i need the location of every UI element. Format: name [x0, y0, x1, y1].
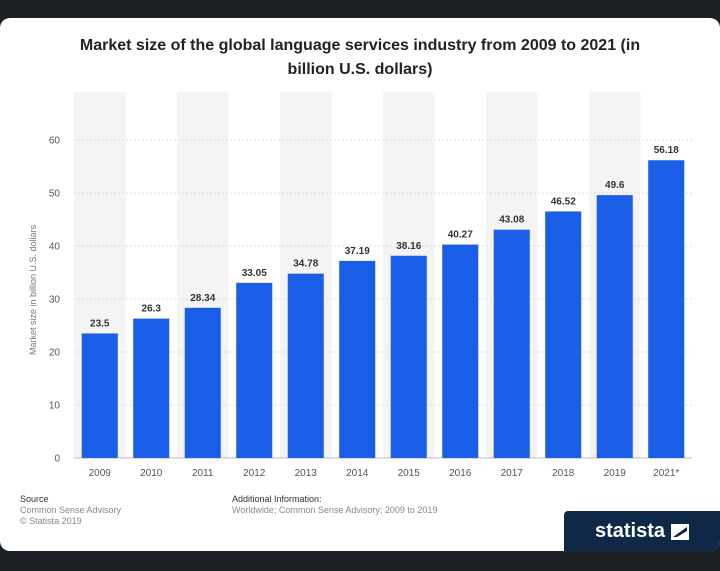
bar[interactable] [184, 307, 221, 458]
value-label: 56.18 [654, 145, 679, 156]
y-tick-label: 60 [49, 136, 61, 147]
additional-info-line: Worldwide; Common Sense Advisory; 2009 t… [232, 505, 438, 515]
bar[interactable] [133, 318, 170, 458]
y-tick-label: 0 [54, 454, 60, 465]
bar[interactable] [390, 255, 427, 458]
bar[interactable] [81, 333, 118, 458]
bar[interactable] [339, 260, 376, 458]
value-label: 33.05 [242, 268, 267, 279]
x-tick-label: 2019 [604, 468, 627, 479]
source-block: Source Common Sense Advisory © Statista … [20, 494, 121, 527]
x-tick-label: 2013 [295, 468, 318, 479]
value-label: 23.5 [90, 318, 110, 329]
bar[interactable] [493, 229, 530, 458]
x-tick-label: 2021* [653, 468, 679, 479]
value-label: 40.27 [448, 230, 473, 241]
bar[interactable] [648, 160, 685, 458]
bottom-bar [0, 551, 720, 571]
bar[interactable] [545, 211, 582, 458]
additional-info-heading: Additional Information: [232, 494, 322, 504]
value-label: 34.78 [293, 259, 318, 270]
y-tick-label: 30 [49, 295, 61, 306]
value-label: 26.3 [142, 304, 162, 315]
x-tick-label: 2014 [346, 468, 369, 479]
x-tick-label: 2010 [140, 468, 163, 479]
y-tick-label: 50 [49, 189, 61, 200]
copyright-line: © Statista 2019 [20, 516, 82, 526]
y-axis-ticks: 0 10 20 30 40 50 60 [49, 136, 61, 465]
x-tick-label: 2012 [243, 468, 266, 479]
x-tick-label: 2018 [552, 468, 575, 479]
x-tick-label: 2011 [192, 468, 214, 479]
value-label: 46.52 [551, 196, 576, 207]
value-label: 28.34 [190, 293, 215, 304]
bar[interactable] [287, 273, 324, 458]
statista-logo-icon [671, 523, 690, 540]
source-line: Common Sense Advisory [20, 505, 122, 515]
additional-info-block: Additional Information: Worldwide; Commo… [232, 494, 437, 516]
gridlines [74, 139, 692, 459]
value-labels: 23.5 26.3 28.34 33.05 34.78 37.19 38.16 40.27 43… [90, 145, 679, 329]
x-tick-label: 2016 [449, 468, 472, 479]
statista-brand[interactable]: statista [564, 511, 720, 551]
x-tick-label: 2015 [398, 468, 421, 479]
chart-panel: Market size of the global language servi… [0, 18, 720, 551]
y-tick-label: 40 [49, 242, 61, 253]
x-tick-label: 2017 [501, 468, 524, 479]
y-tick-label: 10 [49, 401, 61, 412]
bar[interactable] [236, 282, 273, 458]
x-tick-label: 2009 [89, 468, 112, 479]
chart-title-line-2: billion U.S. dollars) [287, 61, 433, 78]
chart-title-line-1: Market size of the global language servi… [79, 37, 641, 54]
value-label: 49.6 [605, 180, 625, 191]
y-tick-label: 20 [49, 348, 61, 359]
bar-chart: 23.5 26.3 28.34 33.05 34.78 37.19 38.16 40.27 43… [28, 92, 692, 479]
x-axis-ticks: 2009 2010 2011 2012 2013 2014 2015 2016 2017 2018… [89, 468, 680, 479]
bar[interactable] [442, 244, 479, 458]
value-label: 37.19 [345, 246, 370, 257]
y-axis-title: Market size in billion U.S. dollars [28, 224, 38, 355]
bar[interactable] [596, 195, 633, 458]
bars [81, 160, 685, 458]
chart-title: Market size of the global language servi… [40, 34, 680, 82]
value-label: 43.08 [499, 215, 524, 226]
brand-name: statista [594, 519, 666, 542]
source-heading: Source [20, 494, 49, 504]
value-label: 38.16 [396, 241, 421, 252]
